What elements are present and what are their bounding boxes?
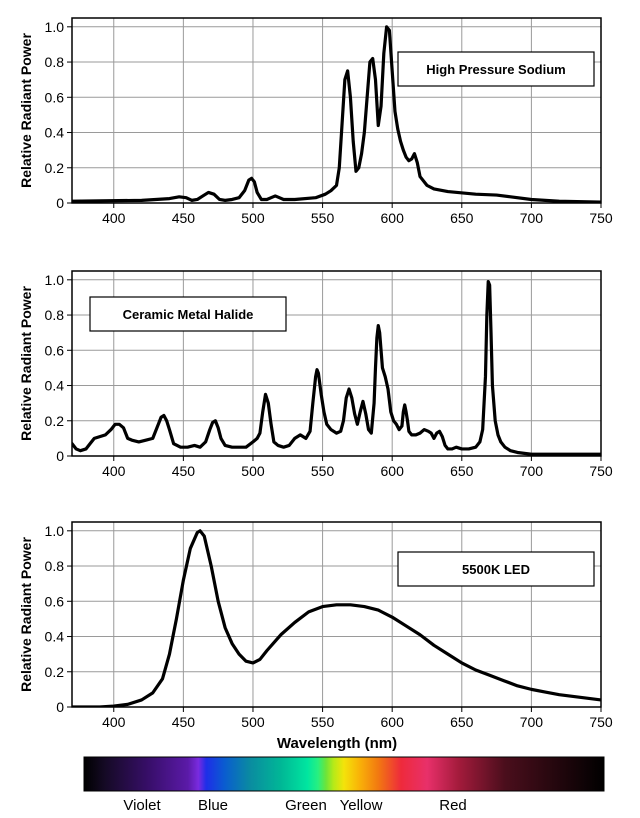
x-tick-label: 500 [241, 463, 265, 479]
y-tick-label: 0.8 [45, 54, 65, 70]
y-tick-label: 0.6 [45, 593, 65, 609]
y-tick-label: 0 [56, 448, 64, 464]
chart-5500k-led: 400 450 500 550 600 650 700 750 0 0.2 0.4 0.6 0.8 1.0… [18, 521, 613, 730]
band-label-red: Red [439, 797, 467, 814]
y-tick-label: 0.6 [45, 342, 65, 358]
legend-box [397, 551, 595, 587]
x-tick-label: 650 [450, 714, 474, 730]
y-tick-label: 0.2 [45, 160, 65, 176]
x-tick-label: 450 [172, 463, 196, 479]
x-tick-label: 600 [381, 714, 405, 730]
x-tick-label: 700 [520, 714, 544, 730]
y-axis-label: Relative Radiant Power [18, 537, 34, 692]
band-label-violet: Violet [123, 797, 161, 814]
x-tick-label: 400 [102, 463, 126, 479]
x-tick-label: 500 [241, 210, 265, 226]
y-tick-label: 0.2 [45, 413, 65, 429]
x-tick-label: 750 [589, 714, 613, 730]
spectrum-gradient [83, 756, 605, 792]
legend-label: Ceramic Metal Halide [123, 307, 254, 322]
y-tick-label: 1.0 [45, 272, 65, 288]
legend-label: High Pressure Sodium [426, 62, 565, 77]
x-tick-label: 400 [102, 714, 126, 730]
y-tick-label: 0.2 [45, 664, 65, 680]
x-tick-label: 750 [589, 210, 613, 226]
y-tick-label: 0.8 [45, 307, 65, 323]
y-tick-label: 1.0 [45, 523, 65, 539]
band-label-yellow: Yellow [340, 797, 383, 814]
x-tick-label: 400 [102, 210, 126, 226]
spectrum-line [72, 25, 601, 203]
spectrum-line [72, 279, 601, 456]
x-tick-label: 650 [450, 210, 474, 226]
y-tick-label: 0 [56, 195, 64, 211]
x-tick-label: 700 [520, 463, 544, 479]
plot-frame [71, 521, 602, 708]
y-tick-label: 0.4 [45, 629, 65, 645]
x-tick-label: 600 [381, 463, 405, 479]
x-tick-label: 550 [311, 714, 335, 730]
band-label-green: Green [285, 797, 327, 814]
x-tick-label: 600 [381, 210, 405, 226]
x-tick-label: 500 [241, 714, 265, 730]
legend-box [89, 296, 287, 332]
chart-ceramic-metal-halide: 400 450 500 550 600 650 700 750 0 0.2 0.4 0.6 0.8 1.0… [18, 270, 613, 479]
visible-spectrum-color-bar: Violet Blue Green Yellow Red [83, 756, 605, 814]
x-tick-label: 750 [589, 463, 613, 479]
x-tick-label: 550 [311, 210, 335, 226]
x-tick-label: 700 [520, 210, 544, 226]
y-axis-label: Relative Radiant Power [18, 33, 34, 188]
x-tick-label: 450 [172, 714, 196, 730]
y-tick-label: 0 [56, 699, 64, 715]
y-axis-label: Relative Radiant Power [18, 286, 34, 441]
y-tick-label: 0.8 [45, 558, 65, 574]
x-axis-label: Wavelength (nm) [277, 735, 397, 752]
legend-label: 5500K LED [462, 562, 530, 577]
y-tick-label: 0.4 [45, 125, 65, 141]
chart-high-pressure-sodium: 400 450 500 550 600 650 700 750 0 0.2 0.4 0.6 0.8 1.0… [18, 17, 613, 226]
y-tick-label: 0.4 [45, 378, 65, 394]
x-tick-label: 650 [450, 463, 474, 479]
plot-frame [71, 270, 602, 457]
band-label-blue: Blue [198, 797, 228, 814]
spectrum-line [72, 529, 601, 707]
y-tick-label: 0.6 [45, 89, 65, 105]
x-tick-label: 550 [311, 463, 335, 479]
plot-frame [71, 17, 602, 204]
legend-box [397, 51, 595, 87]
y-tick-label: 1.0 [45, 19, 65, 35]
x-tick-label: 450 [172, 210, 196, 226]
